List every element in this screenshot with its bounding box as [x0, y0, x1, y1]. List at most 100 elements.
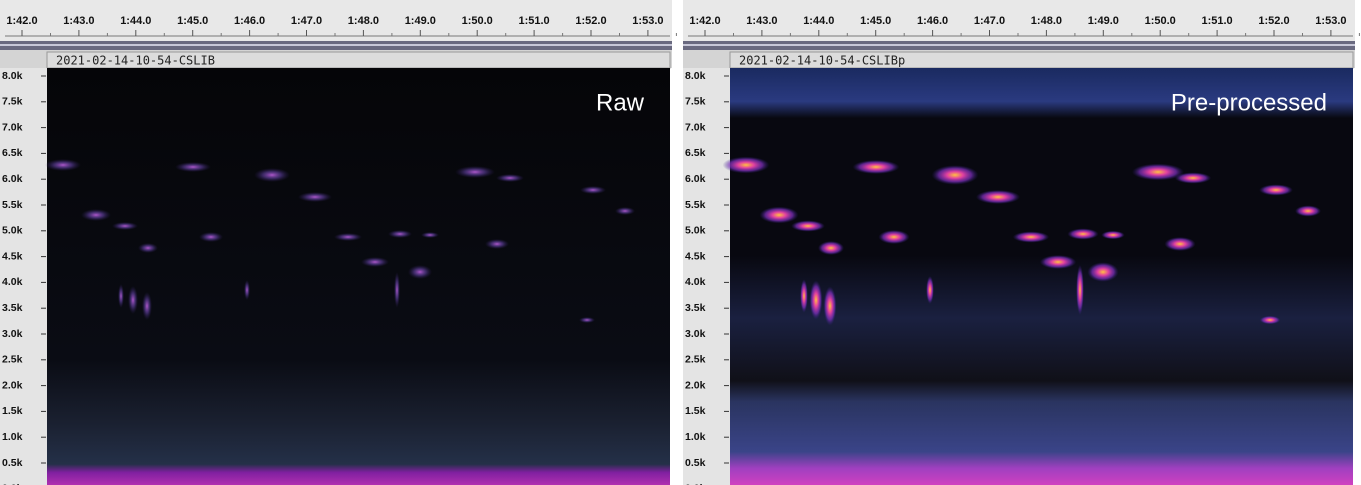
time-tick-label: 1:47.0	[291, 15, 322, 27]
time-tick-label: 1:44.0	[120, 15, 151, 27]
bird-call	[254, 168, 290, 182]
screenshot: 1:42.0 1:43.0 1:44.0 1:45.0 1:46.0 1:47.0 1:48…	[0, 0, 1361, 485]
freq-tick-label: 1.5k	[685, 405, 706, 417]
bird-call	[408, 265, 432, 279]
time-tick-label: 1:53.0	[1315, 15, 1346, 27]
bird-call	[760, 207, 799, 224]
time-tick-label: 1:48.0	[348, 15, 379, 27]
bird-call	[112, 222, 138, 230]
time-tick-label: 1:52.0	[575, 15, 606, 27]
bird-call	[1295, 205, 1321, 216]
freq-tick-label: 4.0k	[685, 276, 706, 288]
freq-tick-label: 1.0k	[685, 431, 706, 443]
time-tick-label: 1:46.0	[917, 15, 948, 27]
bird-call	[976, 190, 1020, 204]
bird-call	[199, 232, 223, 242]
freq-tick-label: 8.0k	[2, 70, 23, 82]
bird-call	[388, 230, 412, 238]
freq-tick-label: 6.5k	[685, 147, 706, 159]
bird-call	[421, 232, 439, 238]
time-tick-label: 1:42.0	[689, 15, 720, 27]
time-tick-label: 1:45.0	[860, 15, 891, 27]
bird-call	[361, 257, 389, 267]
time-tick-label: 1:51.0	[1201, 15, 1232, 27]
bird-call	[485, 239, 509, 249]
ruler-bar-inner	[683, 44, 1355, 46]
time-tick-label: 1:43.0	[746, 15, 777, 27]
panel-label: Raw	[596, 89, 645, 116]
freq-tick-label: 2.0k	[2, 379, 23, 391]
bird-call	[394, 272, 400, 308]
time-tick-label: 1:52.0	[1258, 15, 1289, 27]
bird-call	[853, 160, 900, 174]
ruler-bar-inner	[0, 44, 672, 46]
panel-label: Pre-processed	[1171, 89, 1327, 116]
time-tick-label: 1:44.0	[803, 15, 834, 27]
freq-tick-label: 7.5k	[2, 96, 23, 108]
bird-call	[810, 280, 823, 319]
time-tick-label: 1:51.0	[518, 15, 549, 27]
time-tick-label: 1:43.0	[63, 15, 94, 27]
freq-tick-label: 4.5k	[2, 250, 23, 262]
bird-call	[118, 284, 124, 308]
bird-call	[818, 241, 844, 255]
bird-call	[128, 286, 138, 314]
time-tick-label: 1:42.0	[6, 15, 37, 27]
bird-call	[824, 286, 837, 325]
freq-tick-label: 4.5k	[685, 250, 706, 262]
bird-call	[1076, 265, 1084, 315]
time-tick-label: 1:46.0	[234, 15, 265, 27]
freq-tick-label: 6.5k	[2, 147, 23, 159]
bird-call	[1175, 172, 1211, 183]
bird-call	[244, 280, 250, 300]
bird-call	[800, 279, 808, 313]
track-name: 2021-02-14-10-54-CSLIB	[56, 54, 215, 68]
time-tick-label: 1:47.0	[974, 15, 1005, 27]
bird-call	[298, 192, 332, 202]
freq-tick-label: 5.0k	[685, 225, 706, 237]
bird-call	[580, 186, 606, 194]
track-panel: 1:42.0 1:43.0 1:44.0 1:45.0 1:46.0 1:47.0 1:48…	[683, 0, 1359, 485]
freq-tick-label: 0.5k	[685, 457, 706, 469]
time-tick-label: 1:48.0	[1031, 15, 1062, 27]
freq-tick-label: 7.5k	[685, 96, 706, 108]
track-name: 2021-02-14-10-54-CSLIBp	[739, 54, 905, 68]
bird-call	[878, 230, 909, 244]
bird-call	[455, 166, 495, 178]
freq-tick-label: 5.0k	[2, 225, 23, 237]
time-tick-label: 1:53.0	[632, 15, 663, 27]
bird-call	[142, 292, 152, 320]
freq-tick-label: 1.0k	[2, 431, 23, 443]
bird-call	[791, 220, 825, 231]
freq-tick-label: 6.0k	[685, 173, 706, 185]
freq-tick-label: 6.0k	[2, 173, 23, 185]
freq-tick-label: 4.0k	[2, 276, 23, 288]
freq-tick-label: 3.5k	[685, 302, 706, 314]
bird-call	[1067, 228, 1098, 239]
freq-tick-label: 8.0k	[685, 70, 706, 82]
time-tick-label: 1:49.0	[1088, 15, 1119, 27]
freq-tick-label: 5.5k	[2, 199, 23, 211]
bird-call	[1013, 231, 1049, 242]
freq-tick-label: 5.5k	[685, 199, 706, 211]
freq-tick-label: 7.0k	[685, 121, 706, 133]
bird-call	[1259, 184, 1293, 195]
bird-call	[723, 157, 770, 174]
freq-tick-label: 1.5k	[2, 405, 23, 417]
freq-tick-label: 2.5k	[685, 354, 706, 366]
track-panel: 1:42.0 1:43.0 1:44.0 1:45.0 1:46.0 1:47.0 1:48…	[0, 0, 676, 485]
bird-call	[932, 165, 979, 185]
freq-tick-label: 3.0k	[685, 328, 706, 340]
bird-call	[926, 276, 934, 304]
spectrogram	[730, 68, 1353, 485]
bird-call	[1164, 237, 1195, 251]
freq-tick-label: 7.0k	[2, 121, 23, 133]
bird-call	[1040, 255, 1076, 269]
bird-call	[45, 159, 81, 171]
freq-tick-label: 2.5k	[2, 354, 23, 366]
time-tick-label: 1:45.0	[177, 15, 208, 27]
bird-call	[1101, 231, 1124, 239]
time-tick-label: 1:50.0	[462, 15, 493, 27]
bird-call	[1087, 262, 1118, 282]
bird-call	[579, 317, 595, 323]
